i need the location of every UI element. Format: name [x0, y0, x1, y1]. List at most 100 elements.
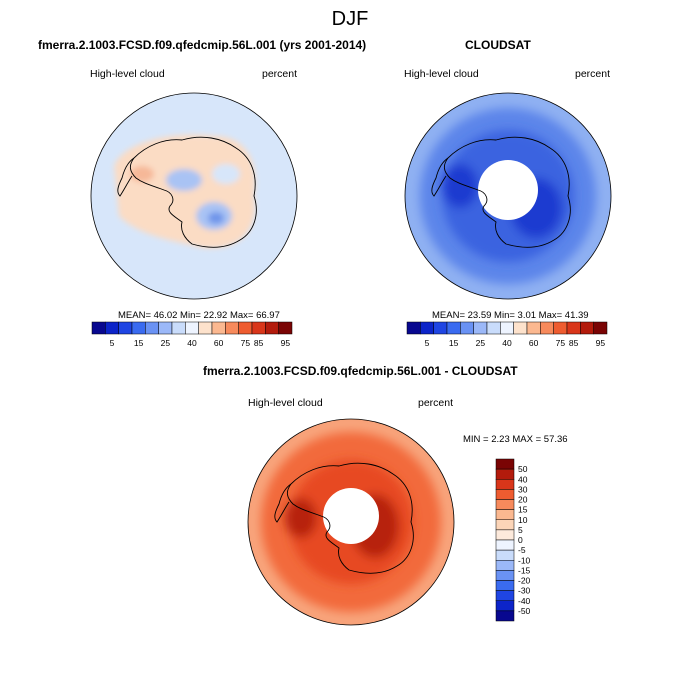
obs-colorbar-box [486, 321, 501, 335]
obs-colorbar-box [406, 321, 421, 335]
obs-field [405, 93, 611, 299]
diff-panel-title: fmerra.2.1003.FCSD.f09.qfedcmip.56L.001 … [203, 364, 518, 378]
obs-colorbar-box [580, 321, 594, 335]
model-colorbar-box [251, 321, 266, 335]
model-coastline-outline [129, 136, 257, 248]
diff-colorbar-tick: 40 [518, 474, 528, 484]
obs-colorbar-box [433, 321, 448, 335]
model-colorbar-tick: 40 [187, 338, 197, 348]
model-colorbar-box [278, 321, 293, 335]
figure-title: DJF [331, 8, 369, 30]
obs-coastline-outline [443, 136, 571, 248]
model-field [114, 134, 256, 249]
diff-colorbar-tick: -5 [518, 545, 526, 555]
diff-colorbar-tick: 15 [518, 505, 528, 515]
diff-colorbar-box [495, 549, 515, 561]
diff-colorbar-box [495, 539, 515, 551]
obs-colorbar-tick: 95 [596, 338, 606, 348]
model-cool-region [166, 169, 202, 191]
diff-colorbar-tick: -30 [518, 586, 531, 596]
model-colorbar-tick: 15 [134, 338, 144, 348]
diff-colorbar-tick: -15 [518, 565, 531, 575]
diff-colorbar-tick: 30 [518, 484, 528, 494]
obs-colorbar-box [500, 321, 514, 335]
model-colorbar-box [185, 321, 199, 335]
diff-colorbar-box [495, 468, 515, 480]
model-base-patch [212, 164, 240, 184]
obs-colorbar-box [526, 321, 541, 335]
obs-colorbar-box [473, 321, 488, 335]
diff-colorbar-box [495, 509, 515, 520]
obs-colorbar: 5 15 25 40 60 75 85 95 [406, 321, 608, 348]
obs-outer-ring [405, 93, 611, 299]
diff-colorbar-box [495, 580, 515, 591]
obs-missing-pole [478, 160, 538, 220]
diff-colorbar-tick: 0 [518, 535, 523, 545]
obs-panel-title: CLOUDSAT [465, 38, 531, 52]
model-colorbar-box [238, 321, 253, 335]
obs-map [405, 93, 611, 299]
obs-colorbar-tick: 5 [425, 338, 430, 348]
model-variable-label: High-level cloud [90, 68, 165, 80]
model-colorbar: 5 15 25 40 60 75 85 95 [91, 321, 293, 348]
model-colorbar-tick: 25 [161, 338, 171, 348]
diff-outer-ring [248, 419, 454, 625]
diff-colorbar-box [495, 479, 515, 490]
diff-colorbar-tick: 20 [518, 495, 528, 505]
model-panel-title: fmerra.2.1003.FCSD.f09.qfedcmip.56L.001 … [38, 38, 367, 52]
model-coastline [117, 136, 257, 248]
model-colorbar-box [105, 321, 119, 335]
model-units-label: percent [262, 68, 298, 80]
model-coastline-peninsula [117, 157, 135, 197]
model-colorbar-box [265, 321, 279, 335]
model-colorbar-box [211, 321, 226, 335]
obs-colorbar-tick: 25 [476, 338, 486, 348]
model-colorbar-box [225, 321, 239, 335]
model-colorbar-box [131, 321, 146, 335]
diff-coastline-outline [286, 462, 414, 574]
diff-variable-label: High-level cloud [248, 397, 323, 409]
obs-stats: MEAN= 23.59 Min= 3.01 Max= 41.39 [432, 310, 589, 321]
diff-colorbar-tick: 10 [518, 515, 528, 525]
obs-colorbar-tick: 15 [449, 338, 459, 348]
model-colorbar-tick: 5 [110, 338, 115, 348]
model-colorbar-box [145, 321, 159, 335]
model-colorbar-box [158, 321, 173, 335]
model-map-boundary [90, 92, 298, 300]
diff-dark-region-2 [285, 498, 317, 538]
diff-colorbar-box [495, 489, 515, 500]
model-colorbar-box [118, 321, 133, 335]
diff-colorbar-box [495, 499, 515, 510]
obs-colorbar-tick: 75 [556, 338, 566, 348]
diff-missing-pole [323, 488, 379, 544]
model-colorbar-tick: 75 [241, 338, 251, 348]
model-colorbar-tick: 95 [281, 338, 291, 348]
diff-coastline [274, 462, 414, 574]
obs-colorbar-box [540, 321, 554, 335]
diff-colorbar-box [495, 600, 515, 612]
diff-colorbar-box [495, 458, 515, 470]
diff-colorbar-box [495, 519, 515, 531]
diff-colorbar-box [495, 570, 515, 581]
model-warm-core [130, 166, 154, 182]
obs-map-boundary [404, 92, 612, 300]
diff-colorbar-tick: -20 [518, 576, 531, 586]
obs-variable-label: High-level cloud [404, 68, 479, 80]
diff-colorbar-box [495, 590, 515, 601]
diff-colorbar-tick: -50 [518, 606, 531, 616]
model-colorbar-tick: 60 [214, 338, 224, 348]
diff-colorbar-box [495, 610, 515, 622]
obs-dark-region-2 [442, 164, 478, 208]
model-colorbar-box [91, 321, 106, 335]
obs-colorbar-tick: 85 [569, 338, 579, 348]
diff-colorbar-box [495, 529, 515, 541]
diff-colorbar-tick: 5 [518, 525, 523, 535]
model-colorbar-tick: 85 [254, 338, 264, 348]
diff-units-label: percent [418, 397, 454, 409]
obs-colorbar-box [420, 321, 434, 335]
obs-coastline [431, 136, 571, 248]
model-map [91, 93, 297, 299]
obs-colorbar-box [513, 321, 528, 335]
diff-colorbar-tick: -10 [518, 555, 531, 565]
model-colorbar-box [171, 321, 186, 335]
